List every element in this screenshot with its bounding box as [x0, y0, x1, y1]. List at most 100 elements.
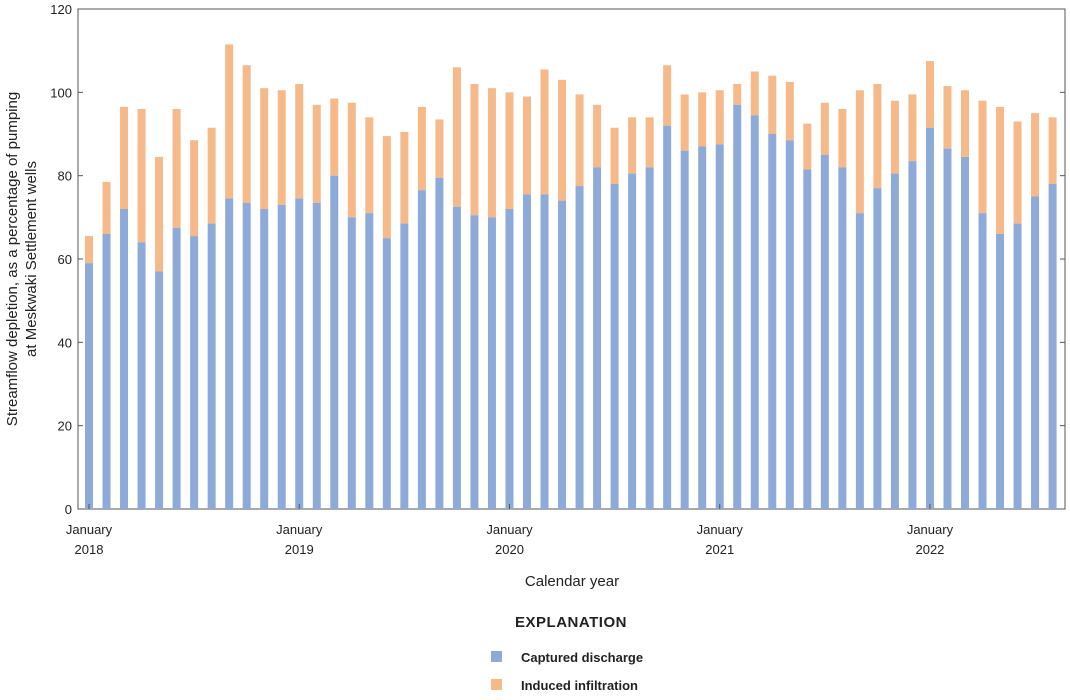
bar-captured-discharge — [855, 213, 864, 510]
bar-induced-infiltration — [785, 81, 794, 141]
bar-induced-infiltration — [487, 88, 496, 218]
legend-swatch-induced — [491, 679, 502, 690]
bar-captured-discharge — [312, 202, 321, 509]
bar-induced-infiltration — [417, 106, 426, 191]
y-tick-label: 0 — [65, 502, 72, 517]
bar-induced-infiltration — [277, 90, 286, 205]
bar-induced-infiltration — [120, 106, 129, 209]
x-axis: January 2018 January 2019 January 2020 January… — [66, 504, 954, 557]
x-tick-label-year: 2018 — [75, 542, 104, 557]
bar-induced-infiltration — [908, 94, 917, 162]
y-tick-label: 60 — [58, 252, 72, 267]
bar-induced-infiltration — [663, 65, 672, 126]
bar-induced-infiltration — [295, 84, 304, 199]
bar-induced-infiltration — [750, 71, 759, 116]
bar-captured-discharge — [295, 198, 304, 509]
bar-captured-discharge — [838, 167, 847, 509]
bar-captured-discharge — [873, 188, 882, 510]
bar-induced-infiltration — [470, 84, 479, 216]
bar-captured-discharge — [943, 148, 952, 509]
bar-induced-infiltration — [680, 94, 689, 151]
legend: EXPLANATION Captured discharge Induced i… — [491, 614, 643, 693]
bar-captured-discharge — [996, 234, 1005, 509]
bar-captured-discharge — [277, 204, 286, 509]
y-tick-label: 120 — [50, 2, 72, 17]
bar-induced-infiltration — [85, 236, 93, 264]
bar-captured-discharge — [190, 236, 199, 509]
x-tick-label-month: January — [486, 522, 533, 537]
bar-induced-infiltration — [242, 65, 251, 203]
y-axis-title-line-2: at Meskwaki Settlement wells — [23, 161, 40, 357]
bar-induced-infiltration — [803, 123, 812, 170]
bar-induced-infiltration — [207, 127, 216, 224]
x-tick-label-month: January — [276, 522, 323, 537]
bar-induced-infiltration — [1031, 113, 1040, 197]
bar-captured-discharge — [750, 115, 759, 509]
bar-induced-infiltration — [347, 102, 356, 218]
bar-captured-discharge — [680, 150, 689, 510]
bar-induced-infiltration — [645, 117, 654, 168]
x-tick-label-year: 2020 — [495, 542, 524, 557]
bar-induced-infiltration — [855, 90, 864, 214]
bar-captured-discharge — [400, 223, 409, 509]
bar-induced-infiltration — [505, 92, 514, 209]
bar-induced-infiltration — [558, 79, 567, 201]
bar-captured-discharge — [908, 161, 917, 509]
bar-induced-infiltration — [733, 84, 742, 105]
bar-induced-infiltration — [365, 117, 374, 214]
bar-captured-discharge — [961, 156, 969, 510]
bar-captured-discharge — [505, 209, 514, 509]
bar-induced-infiltration — [382, 136, 391, 239]
bar-induced-infiltration — [260, 88, 269, 209]
y-tick-label: 40 — [58, 335, 72, 350]
bar-induced-infiltration — [978, 100, 987, 214]
bar-induced-infiltration — [523, 96, 531, 195]
legend-label-captured: Captured discharge — [521, 650, 643, 665]
bar-induced-infiltration — [943, 86, 952, 149]
bar-captured-discharge — [645, 167, 654, 509]
bar-captured-discharge — [698, 146, 707, 509]
bar-induced-infiltration — [435, 119, 444, 178]
bar-captured-discharge — [120, 209, 129, 509]
bar-captured-discharge — [382, 238, 391, 510]
bar-captured-discharge — [768, 134, 777, 509]
bar-captured-discharge — [733, 104, 742, 509]
bar-captured-discharge — [785, 140, 794, 509]
bar-induced-infiltration — [838, 109, 847, 168]
bar-induced-infiltration — [610, 127, 619, 184]
x-tick-label-year: 2022 — [915, 542, 944, 557]
bar-captured-discharge — [260, 209, 269, 509]
bar-captured-discharge — [558, 200, 567, 510]
bar-induced-infiltration — [925, 61, 934, 128]
y-axis-title-line-1: Streamflow depletion, as a percentage of… — [4, 92, 21, 426]
bar-induced-infiltration — [820, 102, 829, 155]
bar-induced-infiltration — [452, 67, 461, 207]
bar-captured-discharge — [890, 173, 899, 509]
bar-induced-infiltration — [890, 100, 899, 174]
bar-captured-discharge — [155, 271, 164, 509]
bar-captured-discharge — [715, 144, 724, 510]
bar-induced-infiltration — [172, 109, 181, 228]
bar-captured-discharge — [575, 186, 584, 509]
bar-captured-discharge — [172, 227, 181, 509]
bar-induced-infiltration — [400, 131, 409, 224]
bar-induced-infiltration — [330, 98, 339, 176]
bar-induced-infiltration — [575, 94, 584, 187]
bars-group — [85, 44, 1057, 510]
bar-captured-discharge — [540, 194, 549, 510]
bar-captured-discharge — [85, 263, 93, 509]
y-tick-label: 20 — [58, 419, 72, 434]
bar-induced-infiltration — [996, 106, 1005, 234]
x-tick-label-month: January — [66, 522, 113, 537]
bar-captured-discharge — [452, 206, 461, 510]
legend-swatch-captured — [491, 651, 502, 662]
bar-captured-discharge — [610, 184, 619, 509]
bar-captured-discharge — [925, 127, 934, 509]
bar-captured-discharge — [663, 125, 672, 510]
bar-induced-infiltration — [873, 84, 882, 189]
bar-captured-discharge — [487, 217, 496, 509]
bar-induced-infiltration — [961, 90, 969, 157]
bar-captured-discharge — [242, 202, 251, 509]
x-tick-label-month: January — [697, 522, 744, 537]
bar-captured-discharge — [978, 213, 987, 510]
